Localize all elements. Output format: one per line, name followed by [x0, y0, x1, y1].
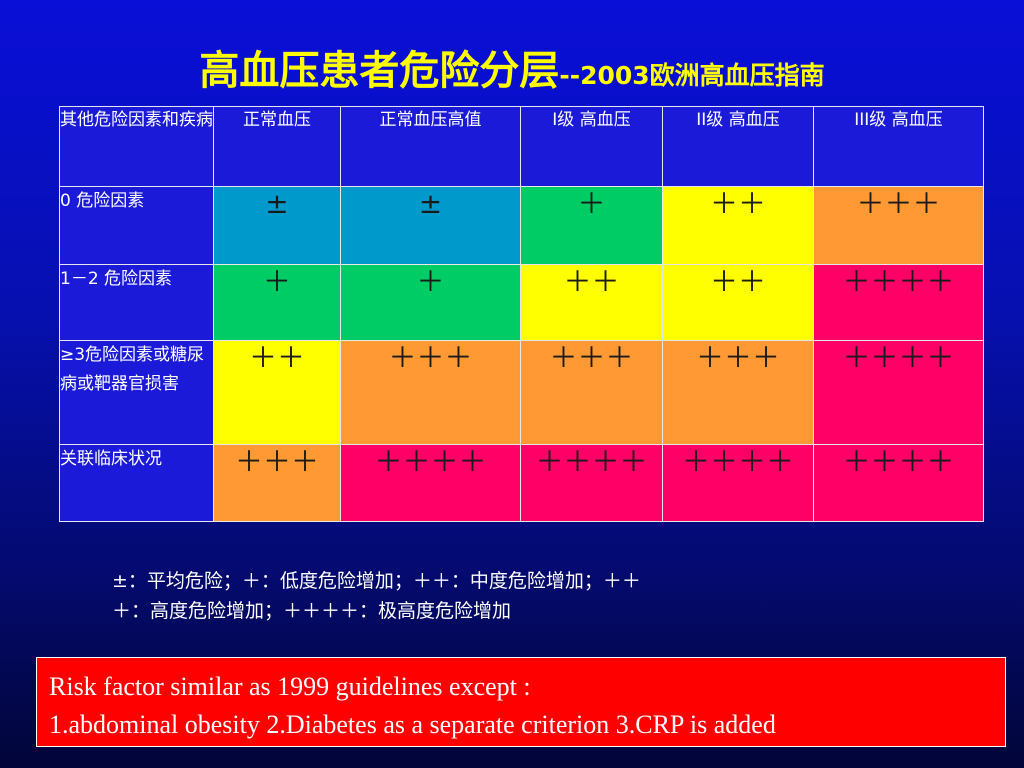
table-row: 0 危险因素 ± ± ＋ ＋＋ ＋＋＋ — [59, 186, 984, 265]
risk-cell: ＋＋＋＋ — [340, 444, 521, 522]
note-line: 1.abdominal obesity 2.Diabetes as a sepa… — [49, 710, 776, 739]
risk-stratification-table: 其他危险因素和疾病 正常血压 正常血压高值 I级 高血压 II级 高血压 III… — [59, 106, 984, 522]
risk-cell: ＋＋＋ — [213, 444, 341, 522]
risk-cell: ＋ — [520, 186, 663, 265]
table-header-row: 其他危险因素和疾病 正常血压 正常血压高值 I级 高血压 II级 高血压 III… — [59, 106, 984, 187]
risk-cell: ＋＋ — [520, 264, 663, 341]
risk-cell: ＋ — [213, 264, 341, 341]
table-row: ≥3危险因素或糖尿病或靶器官损害 ＋＋ ＋＋＋ ＋＋＋ ＋＋＋ ＋＋＋＋ — [59, 340, 984, 445]
row-label: 0 危险因素 — [59, 186, 214, 265]
risk-cell: ± — [213, 186, 341, 265]
risk-cell: ＋ — [340, 264, 521, 341]
header-high-normal-bp: 正常血压高值 — [340, 106, 521, 187]
risk-cell: ＋＋ — [662, 264, 814, 341]
risk-legend: ±：平均危险；＋：低度危险增加；＋＋：中度危险增加；＋＋ ＋：高度危险增加；＋＋… — [112, 566, 932, 626]
risk-cell: ＋＋＋＋ — [813, 340, 984, 445]
slide-title: 高血压患者危险分层--2003欧洲高血压指南 — [0, 38, 1024, 96]
risk-cell: ＋＋＋ — [813, 186, 984, 265]
note-line: Risk factor similar as 1999 guidelines e… — [49, 672, 531, 701]
risk-cell: ＋＋＋ — [340, 340, 521, 445]
risk-cell: ＋＋＋＋ — [813, 444, 984, 522]
title-sub: --2003欧洲高血压指南 — [559, 61, 825, 90]
risk-cell: ± — [340, 186, 521, 265]
legend-line: ＋：高度危险增加；＋＋＋＋：极高度危险增加 — [112, 600, 512, 622]
risk-cell: ＋＋＋ — [520, 340, 663, 445]
guideline-note-box: Risk factor similar as 1999 guidelines e… — [36, 657, 1006, 747]
header-grade3-hypertension: III级 高血压 — [813, 106, 984, 187]
risk-cell: ＋＋＋＋ — [520, 444, 663, 522]
header-normal-bp: 正常血压 — [213, 106, 341, 187]
header-grade2-hypertension: II级 高血压 — [662, 106, 814, 187]
title-main: 高血压患者危险分层 — [199, 48, 560, 94]
table-row: 1－2 危险因素 ＋ ＋ ＋＋ ＋＋ ＋＋＋＋ — [59, 264, 984, 341]
legend-line: ±：平均危险；＋：低度危险增加；＋＋：中度危险增加；＋＋ — [112, 570, 641, 592]
header-grade1-hypertension: I级 高血压 — [520, 106, 663, 187]
risk-cell: ＋＋＋＋ — [662, 444, 814, 522]
row-label: 1－2 危险因素 — [59, 264, 214, 341]
risk-cell: ＋＋＋ — [662, 340, 814, 445]
risk-cell: ＋＋ — [662, 186, 814, 265]
risk-cell: ＋＋＋＋ — [813, 264, 984, 341]
header-risk-factors: 其他危险因素和疾病 — [59, 106, 214, 187]
row-label: 关联临床状况 — [59, 444, 214, 522]
table-row: 关联临床状况 ＋＋＋ ＋＋＋＋ ＋＋＋＋ ＋＋＋＋ ＋＋＋＋ — [59, 444, 984, 522]
row-label: ≥3危险因素或糖尿病或靶器官损害 — [59, 340, 214, 445]
risk-cell: ＋＋ — [213, 340, 341, 445]
